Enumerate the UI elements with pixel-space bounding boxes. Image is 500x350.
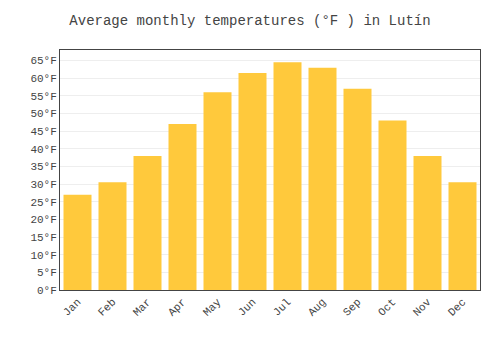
svg-text:Aug: Aug [306, 296, 328, 318]
svg-text:50°F: 50°F [30, 108, 56, 120]
svg-text:5°F: 5°F [37, 267, 57, 279]
svg-text:65°F: 65°F [30, 55, 56, 67]
svg-text:Jun: Jun [236, 296, 258, 318]
svg-text:45°F: 45°F [30, 126, 56, 138]
svg-text:Jul: Jul [271, 296, 293, 318]
svg-text:60°F: 60°F [30, 73, 56, 85]
svg-text:0°F: 0°F [37, 285, 57, 297]
svg-text:Nov: Nov [411, 296, 434, 319]
svg-text:30°F: 30°F [30, 179, 56, 191]
svg-text:15°F: 15°F [30, 232, 56, 244]
svg-text:Oct: Oct [376, 296, 398, 318]
svg-text:20°F: 20°F [30, 214, 56, 226]
svg-text:May: May [201, 296, 224, 319]
svg-text:Feb: Feb [96, 296, 118, 318]
svg-text:Sep: Sep [341, 296, 363, 318]
svg-text:55°F: 55°F [30, 91, 56, 103]
svg-text:Average monthly temperatures (: Average monthly temperatures (°F ) in Lu… [69, 13, 430, 29]
svg-text:25°F: 25°F [30, 197, 56, 209]
svg-text:40°F: 40°F [30, 144, 56, 156]
svg-text:10°F: 10°F [30, 250, 56, 262]
svg-text:35°F: 35°F [30, 161, 56, 173]
svg-text:Mar: Mar [131, 296, 153, 318]
svg-text:Jan: Jan [61, 296, 83, 318]
svg-text:Dec: Dec [446, 296, 468, 318]
svg-text:Apr: Apr [166, 296, 188, 318]
